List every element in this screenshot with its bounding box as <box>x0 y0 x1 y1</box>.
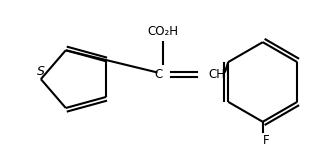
Text: C: C <box>154 68 163 81</box>
Text: S: S <box>37 65 45 78</box>
Text: F: F <box>263 134 270 147</box>
Text: CO₂H: CO₂H <box>148 25 179 38</box>
Text: CH: CH <box>209 68 226 81</box>
